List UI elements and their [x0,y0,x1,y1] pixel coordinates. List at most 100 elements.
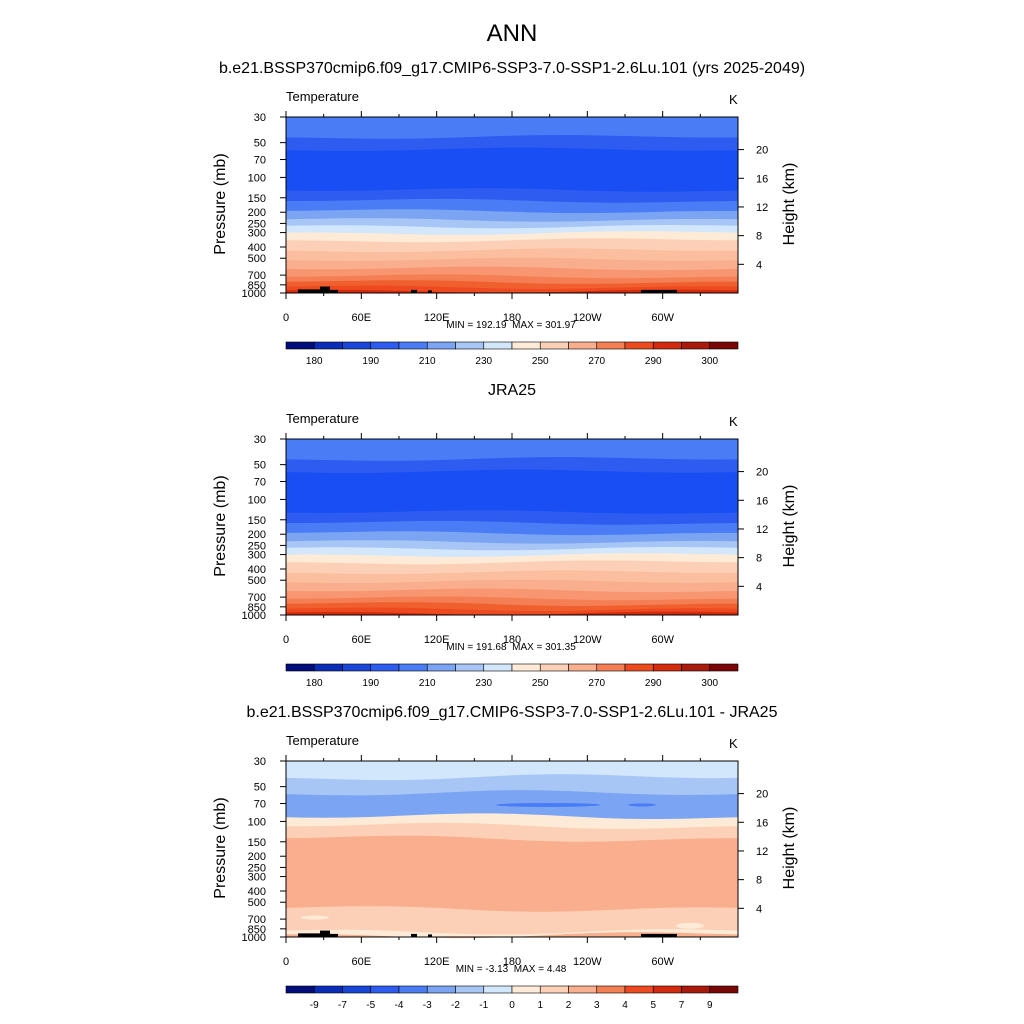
unit-label: K [729,736,738,751]
y-tick-label: 150 [248,193,266,205]
y-tick-label: 1000 [242,288,266,300]
colorbar-label: -7 [338,1000,347,1011]
topography [641,289,677,293]
height-tick-label: 16 [756,495,768,507]
y-tick-label: 500 [248,575,266,587]
topography [641,933,677,937]
x-tick-label: 60E [352,634,372,646]
x-tick-label: 120W [573,312,602,324]
x-tick-label: 180 [503,312,521,324]
chart-panel: JRA25 Temperature K Pressure (mb) Height (km… [0,382,1024,702]
colorbar-swatch [455,663,485,672]
colorbar-swatch [285,663,315,672]
field-label: Temperature [286,89,359,104]
colorbar-label: 190 [362,356,379,367]
colorbar-swatch [483,341,513,350]
colorbar-label: 0 [509,1000,515,1011]
colorbar-label: 290 [645,678,662,689]
unit-label: K [729,92,738,107]
colorbar-swatch [539,985,569,994]
x-tick-label: 0 [283,312,289,324]
contour-patch [301,915,329,920]
y-tick-label: 400 [248,886,266,898]
y-tick-label: 500 [248,897,266,909]
colorbar-swatch [398,985,428,994]
topography [298,933,322,937]
height-tick-label: 12 [756,202,768,214]
y-tick-label: 700 [248,270,266,282]
height-tick-label: 20 [756,145,768,157]
colorbar-label: 250 [532,356,549,367]
contour-patch [628,803,656,807]
min-label: MIN = -3.13 [455,964,509,975]
colorbar-swatch [426,985,456,994]
chart-title: b.e21.BSSP370cmip6.f09_g17.CMIP6-SSP3-7.… [246,704,778,721]
colorbar-swatch [370,985,400,994]
colorbar-swatch [596,663,626,672]
colorbar-swatch [313,341,343,350]
colorbar-label: 290 [645,356,662,367]
x-tick-label: 120E [424,634,450,646]
colorbar-swatch [681,985,711,994]
height-tick-label: 12 [756,524,768,536]
y-tick-label: 30 [254,434,266,446]
colorbar-label: 270 [588,356,605,367]
colorbar-label: -1 [479,1000,488,1011]
colorbar-swatch [652,985,682,994]
min-label: MIN = 192.19 [446,320,507,331]
y-tick-label: 700 [248,914,266,926]
y-tick-label: 850 [248,602,266,614]
colorbar-label: 180 [306,356,323,367]
colorbar-swatch [285,985,315,994]
colorbar-swatch [624,341,654,350]
y-tick-label: 200 [248,851,266,863]
y-tick-label: 70 [254,155,266,167]
figure-title: ANN [486,20,538,47]
max-label: MAX = 4.48 [513,964,567,975]
y-tick-label: 250 [248,862,266,874]
y-tick-label: 850 [248,280,266,292]
colorbar-label: 250 [532,678,549,689]
height-tick-label: 4 [756,259,762,271]
colorbar-label: 210 [419,678,436,689]
colorbar-swatch [709,985,739,994]
colorbar-label: 270 [588,678,605,689]
height-tick-label: 4 [756,581,762,593]
y-tick-label: 300 [248,550,266,562]
colorbar-swatch [681,341,711,350]
stats-line: MIN = -3.13 MAX = 4.48 [285,964,737,975]
chart-panel: b.e21.BSSP370cmip6.f09_g17.CMIP6-SSP3-7.… [0,704,1024,1024]
colorbar-swatch [511,985,541,994]
colorbar-label: 9 [707,1000,713,1011]
colorbar-swatch [313,985,343,994]
topography [411,933,417,937]
y-tick-label: 30 [254,112,266,124]
x-tick-label: 180 [503,634,521,646]
x-tick-label: 120W [573,956,602,968]
x-tick-label: 60W [651,312,674,324]
max-label: MAX = 301.35 [512,642,576,653]
y-tick-label: 250 [248,540,266,552]
height-tick-label: 16 [756,173,768,185]
colorbar-label: -5 [366,1000,375,1011]
topography [428,934,432,937]
contour-patch [676,922,704,929]
colorbar-label: -2 [451,1000,460,1011]
height-tick-label: 4 [756,903,762,915]
x-tick-label: 180 [503,956,521,968]
stats-line: MIN = 192.19 MAX = 301.97 [285,320,737,331]
colorbar-swatch [652,341,682,350]
contour-patch [496,802,600,807]
colorbar-swatch [370,663,400,672]
x-tick-label: 120E [424,312,450,324]
colorbar-swatch [681,663,711,672]
topography [298,289,322,293]
colorbar-label: 180 [306,678,323,689]
height-tick-label: 8 [756,553,762,565]
contour-band [286,289,738,293]
colorbar-swatch [398,341,428,350]
height-tick-label: 20 [756,789,768,801]
colorbar-label: -9 [310,1000,319,1011]
colorbar-swatch [652,663,682,672]
colorbar-label: 210 [419,356,436,367]
